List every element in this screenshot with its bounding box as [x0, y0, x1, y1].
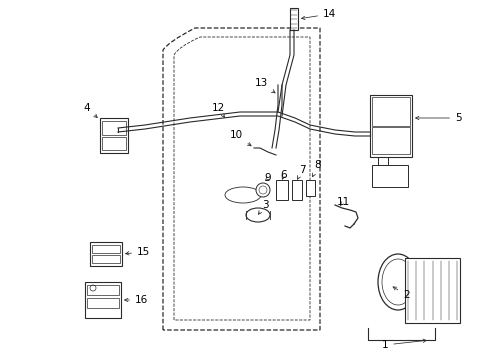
Text: 11: 11	[336, 197, 349, 207]
Text: 13: 13	[254, 78, 274, 93]
Bar	[85, 282, 121, 318]
Ellipse shape	[245, 208, 269, 222]
Text: 3: 3	[258, 200, 268, 214]
Bar	[102, 121, 126, 135]
Bar	[371, 165, 407, 187]
Circle shape	[256, 183, 269, 197]
Bar	[291, 180, 302, 200]
Bar	[100, 118, 128, 153]
Text: 15: 15	[125, 247, 150, 257]
Text: 14: 14	[301, 9, 336, 19]
Bar	[92, 245, 120, 253]
Text: 4: 4	[83, 103, 97, 118]
Text: 8: 8	[312, 160, 321, 177]
Text: 16: 16	[124, 295, 148, 305]
Bar	[305, 180, 314, 196]
Bar	[87, 298, 119, 308]
Bar	[87, 285, 119, 295]
Text: 1: 1	[381, 339, 426, 350]
Bar	[404, 258, 459, 323]
Text: 10: 10	[229, 130, 250, 146]
Bar	[289, 8, 297, 30]
Bar	[102, 137, 126, 150]
Ellipse shape	[377, 254, 417, 310]
Text: 2: 2	[392, 287, 409, 300]
Bar	[90, 242, 122, 266]
Text: 9: 9	[264, 173, 271, 183]
Bar	[371, 127, 409, 154]
Text: 5: 5	[415, 113, 461, 123]
Text: 6: 6	[280, 170, 287, 180]
Bar	[369, 95, 411, 157]
Text: 12: 12	[211, 103, 224, 117]
Bar	[371, 97, 409, 126]
Bar	[92, 255, 120, 263]
Text: 7: 7	[297, 165, 305, 179]
Bar	[275, 180, 287, 200]
